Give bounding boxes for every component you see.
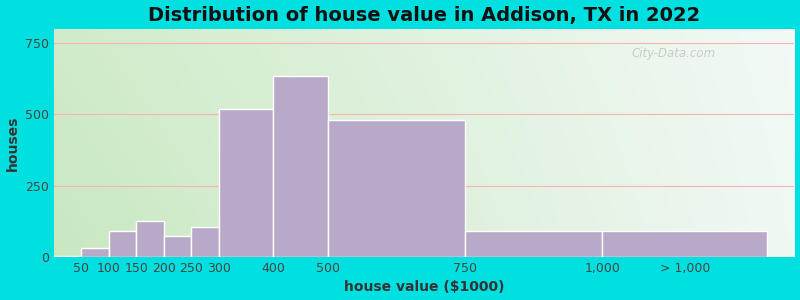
- Bar: [191, 227, 218, 257]
- Text: City-Data.com: City-Data.com: [631, 47, 716, 60]
- Bar: [54, 256, 82, 257]
- Bar: [218, 109, 274, 257]
- Bar: [274, 76, 328, 257]
- X-axis label: house value ($1000): house value ($1000): [344, 280, 505, 294]
- Bar: [466, 231, 602, 257]
- Bar: [109, 231, 136, 257]
- Bar: [602, 231, 767, 257]
- Bar: [328, 120, 466, 257]
- Bar: [82, 248, 109, 257]
- Title: Distribution of house value in Addison, TX in 2022: Distribution of house value in Addison, …: [148, 6, 700, 25]
- Bar: [164, 236, 191, 257]
- Bar: [136, 221, 164, 257]
- Y-axis label: houses: houses: [6, 115, 19, 171]
